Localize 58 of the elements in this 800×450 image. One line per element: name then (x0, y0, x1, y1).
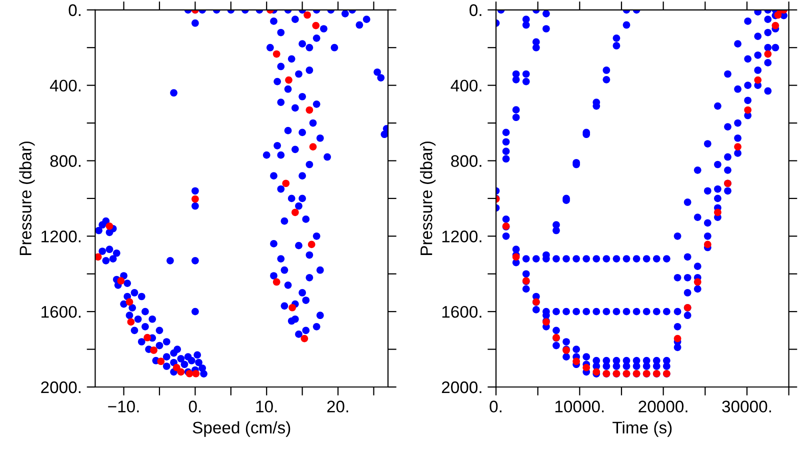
point (126, 298, 134, 306)
point (304, 11, 311, 19)
point (308, 240, 316, 248)
x-tick-label: 10000. (555, 400, 604, 412)
y-tick-label: 400. (50, 80, 80, 92)
point (300, 334, 308, 342)
point (572, 358, 580, 366)
x-tick-label: 0. (188, 400, 201, 412)
y-tick-label: 400. (450, 80, 482, 92)
point (764, 50, 772, 58)
point (192, 195, 199, 203)
x-tick-label: 20. (327, 400, 348, 412)
point (306, 106, 314, 114)
point (582, 364, 590, 372)
x-tick-label: 20000. (638, 400, 688, 412)
y-tick-label: 1600. (442, 306, 482, 318)
x-tick-label: 10. (256, 400, 277, 412)
y-tick-label: 0. (68, 4, 80, 16)
x-tick-label: −10. (108, 400, 139, 412)
point (150, 346, 158, 354)
x-axis-title: Time (s) (612, 421, 672, 437)
y-axis-title: Pressure (dbar) (19, 142, 35, 255)
y-tick-label: 2000. (442, 381, 482, 394)
y-tick-label: 800. (50, 155, 80, 167)
point (117, 277, 125, 285)
point (309, 143, 317, 150)
point (177, 368, 185, 376)
point (734, 143, 742, 150)
point (754, 76, 762, 84)
y-tick-label: 1200. (442, 230, 482, 242)
y-tick-label: 2000. (41, 381, 80, 394)
point (95, 253, 102, 261)
point (157, 358, 165, 366)
point (291, 208, 299, 216)
point (127, 318, 135, 326)
point (288, 304, 296, 312)
x-axis-title: Speed (cm/s) (192, 421, 290, 437)
point (144, 334, 152, 342)
y-tick-label: 0. (470, 4, 482, 16)
point (106, 222, 114, 230)
x-tick-label: 30000. (722, 400, 771, 412)
point (714, 208, 722, 216)
point (282, 180, 290, 188)
point (704, 240, 712, 248)
point (312, 22, 320, 30)
y-tick-label: 800. (451, 155, 482, 167)
point (674, 334, 682, 342)
point (272, 50, 280, 58)
point (772, 22, 780, 30)
point (744, 106, 752, 114)
y-tick-label: 1200. (42, 230, 80, 242)
point (694, 278, 702, 286)
point (285, 76, 292, 84)
y-axis-title: Pressure (dbar) (420, 142, 436, 255)
point (192, 370, 200, 378)
point (272, 278, 280, 286)
y-tick-label: 1600. (42, 306, 80, 318)
x-tick-label: 0. (490, 400, 502, 412)
